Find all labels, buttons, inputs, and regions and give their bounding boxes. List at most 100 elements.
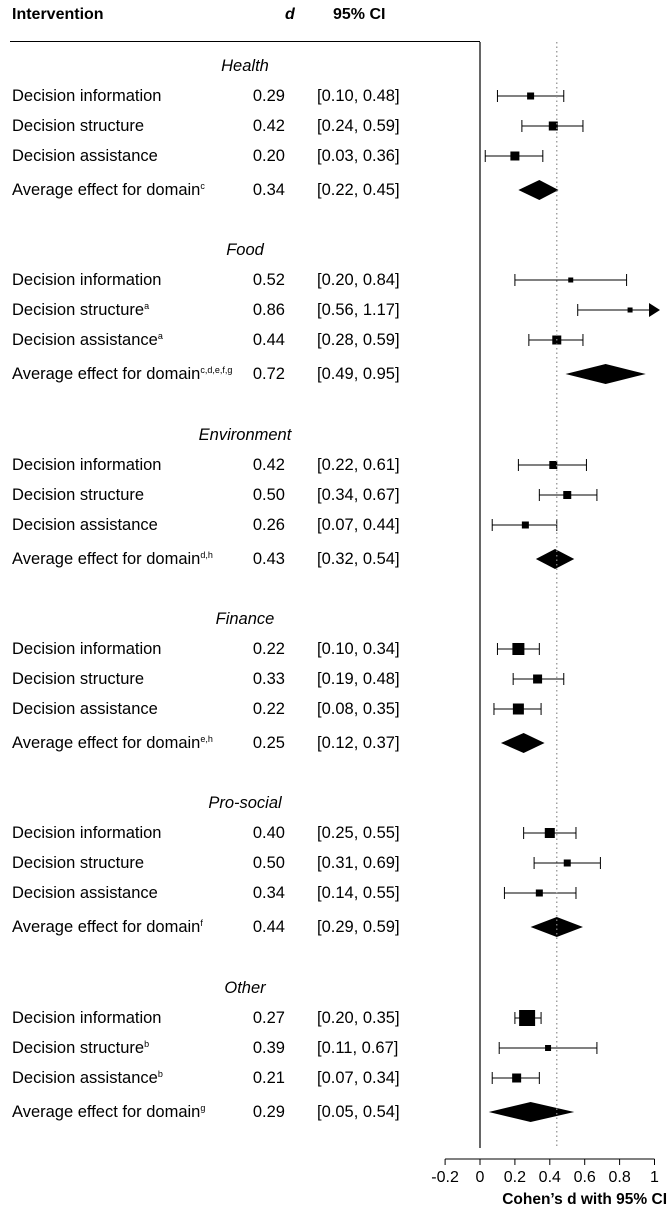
row-label-wrap: Average effect for domainf <box>12 914 203 940</box>
row-label: Average effect for domain <box>12 734 201 752</box>
point-estimate <box>548 121 558 131</box>
average-diamond <box>518 180 559 200</box>
x-tick-label: 0 <box>476 1169 485 1186</box>
intervention-row: Decision structureb 0.39 [0.11, 0.67] <box>0 1035 470 1061</box>
average-diamond <box>530 917 583 937</box>
confidence-interval: [0.22, 0.61] <box>317 456 400 474</box>
confidence-interval: [0.14, 0.55] <box>317 884 400 902</box>
row-label-wrap: Average effect for domaine,h <box>12 730 213 756</box>
x-tick-label: 0.4 <box>539 1169 561 1186</box>
confidence-interval: [0.07, 0.34] <box>317 1069 400 1087</box>
effect-size: 0.44 <box>252 331 285 349</box>
point-estimate <box>519 1010 536 1026</box>
footnote-marker: a <box>144 301 150 311</box>
row-label: Decision assistance <box>12 331 158 349</box>
average-diamond <box>500 733 545 753</box>
row-label-wrap: Decision information <box>12 83 161 109</box>
average-diamond <box>535 549 575 569</box>
confidence-interval: [0.20, 0.84] <box>317 271 400 289</box>
footnote-marker: d,h <box>200 550 213 560</box>
effect-size: 0.29 <box>252 87 285 105</box>
effect-size: 0.22 <box>252 640 285 658</box>
effect-size: 0.21 <box>252 1069 285 1087</box>
point-estimate <box>512 643 525 655</box>
row-label: Decision information <box>12 1009 162 1027</box>
effect-size: 0.42 <box>252 117 285 135</box>
footnote-marker: g <box>200 1103 206 1113</box>
domain-heading: Other <box>224 979 266 997</box>
row-label: Average effect for domain <box>12 1103 201 1121</box>
row-label: Decision structure <box>12 301 145 319</box>
confidence-interval: [0.19, 0.48] <box>317 670 400 688</box>
confidence-interval: [0.08, 0.35] <box>317 700 400 718</box>
row-label-wrap: Decision assistance <box>12 512 158 538</box>
row-label: Decision structure <box>12 486 145 504</box>
row-label: Decision assistance <box>12 700 158 718</box>
intervention-row: Decision assistance 0.34 [0.14, 0.55] <box>0 880 470 906</box>
row-label: Decision assistance <box>12 1069 158 1087</box>
row-label: Decision information <box>12 271 162 289</box>
domain-heading: Pro-social <box>208 794 282 812</box>
row-label-wrap: Decision structureb <box>12 1035 149 1061</box>
footnote-marker: e,h <box>200 734 213 744</box>
intervention-row: Decision information 0.42 [0.22, 0.61] <box>0 452 470 478</box>
point-estimate <box>544 828 555 838</box>
intervention-row: Decision information 0.27 [0.20, 0.35] <box>0 1005 470 1031</box>
effect-size: 0.40 <box>252 824 285 842</box>
header-intervention: Intervention <box>12 6 104 23</box>
row-label: Decision information <box>12 824 162 842</box>
average-diamond <box>565 364 646 384</box>
confidence-interval: [0.10, 0.48] <box>317 87 400 105</box>
effect-size: 0.34 <box>252 884 285 902</box>
confidence-interval: [0.32, 0.54] <box>317 550 400 568</box>
footnote-marker: a <box>157 331 163 341</box>
domain-heading: Health <box>221 57 269 75</box>
intervention-row: Decision structure 0.33 [0.19, 0.48] <box>0 666 470 692</box>
intervention-row: Decision information 0.40 [0.25, 0.55] <box>0 820 470 846</box>
point-estimate <box>545 1045 552 1051</box>
effect-size: 0.22 <box>252 700 285 718</box>
row-label: Decision assistance <box>12 516 158 534</box>
confidence-interval: [0.25, 0.55] <box>317 824 400 842</box>
ci-overflow-arrow <box>649 303 660 317</box>
effect-size: 0.34 <box>252 181 285 199</box>
domain-heading: Finance <box>215 610 275 628</box>
confidence-interval: [0.29, 0.59] <box>317 918 400 936</box>
confidence-interval: [0.10, 0.34] <box>317 640 400 658</box>
domain-average-row: Average effect for domainc 0.34 [0.22, 0.4… <box>0 177 470 203</box>
average-diamond <box>488 1102 575 1122</box>
point-estimate <box>533 674 543 684</box>
row-label-wrap: Decision information <box>12 636 161 662</box>
confidence-interval: [0.03, 0.36] <box>317 147 400 165</box>
point-estimate <box>535 889 543 897</box>
row-label: Decision structure <box>12 670 145 688</box>
intervention-row: Decision assistance 0.22 [0.08, 0.35] <box>0 696 470 722</box>
row-label: Decision information <box>12 640 162 658</box>
confidence-interval: [0.22, 0.45] <box>317 181 400 199</box>
point-estimate <box>527 92 535 100</box>
point-estimate <box>627 307 633 313</box>
point-estimate <box>510 151 520 161</box>
intervention-row: Decision information 0.52 [0.20, 0.84] <box>0 267 470 293</box>
row-label-wrap: Decision assistance <box>12 880 158 906</box>
point-estimate <box>563 859 571 867</box>
row-label: Average effect for domain <box>12 365 201 383</box>
point-estimate <box>568 277 574 283</box>
effect-size: 0.33 <box>252 670 285 688</box>
row-label-wrap: Decision information <box>12 452 161 478</box>
domain-average-row: Average effect for domainc,d,e,f,g 0.72 [0… <box>0 361 470 387</box>
confidence-interval: [0.20, 0.35] <box>317 1009 400 1027</box>
x-tick-label: 0.8 <box>608 1169 630 1186</box>
domain-average-row: Average effect for domaind,h 0.43 [0.32, 0… <box>0 546 470 572</box>
row-label: Decision assistance <box>12 884 158 902</box>
row-label-wrap: Decision information <box>12 267 161 293</box>
row-label-wrap: Decision structure <box>12 113 144 139</box>
effect-size: 0.86 <box>252 301 285 319</box>
point-estimate <box>512 703 524 715</box>
intervention-row: Decision structurea 0.86 [0.56, 1.17] <box>0 297 470 323</box>
effect-size: 0.43 <box>252 550 285 568</box>
row-label-wrap: Decision information <box>12 820 161 846</box>
confidence-interval: [0.28, 0.59] <box>317 331 400 349</box>
effect-size: 0.50 <box>252 486 285 504</box>
